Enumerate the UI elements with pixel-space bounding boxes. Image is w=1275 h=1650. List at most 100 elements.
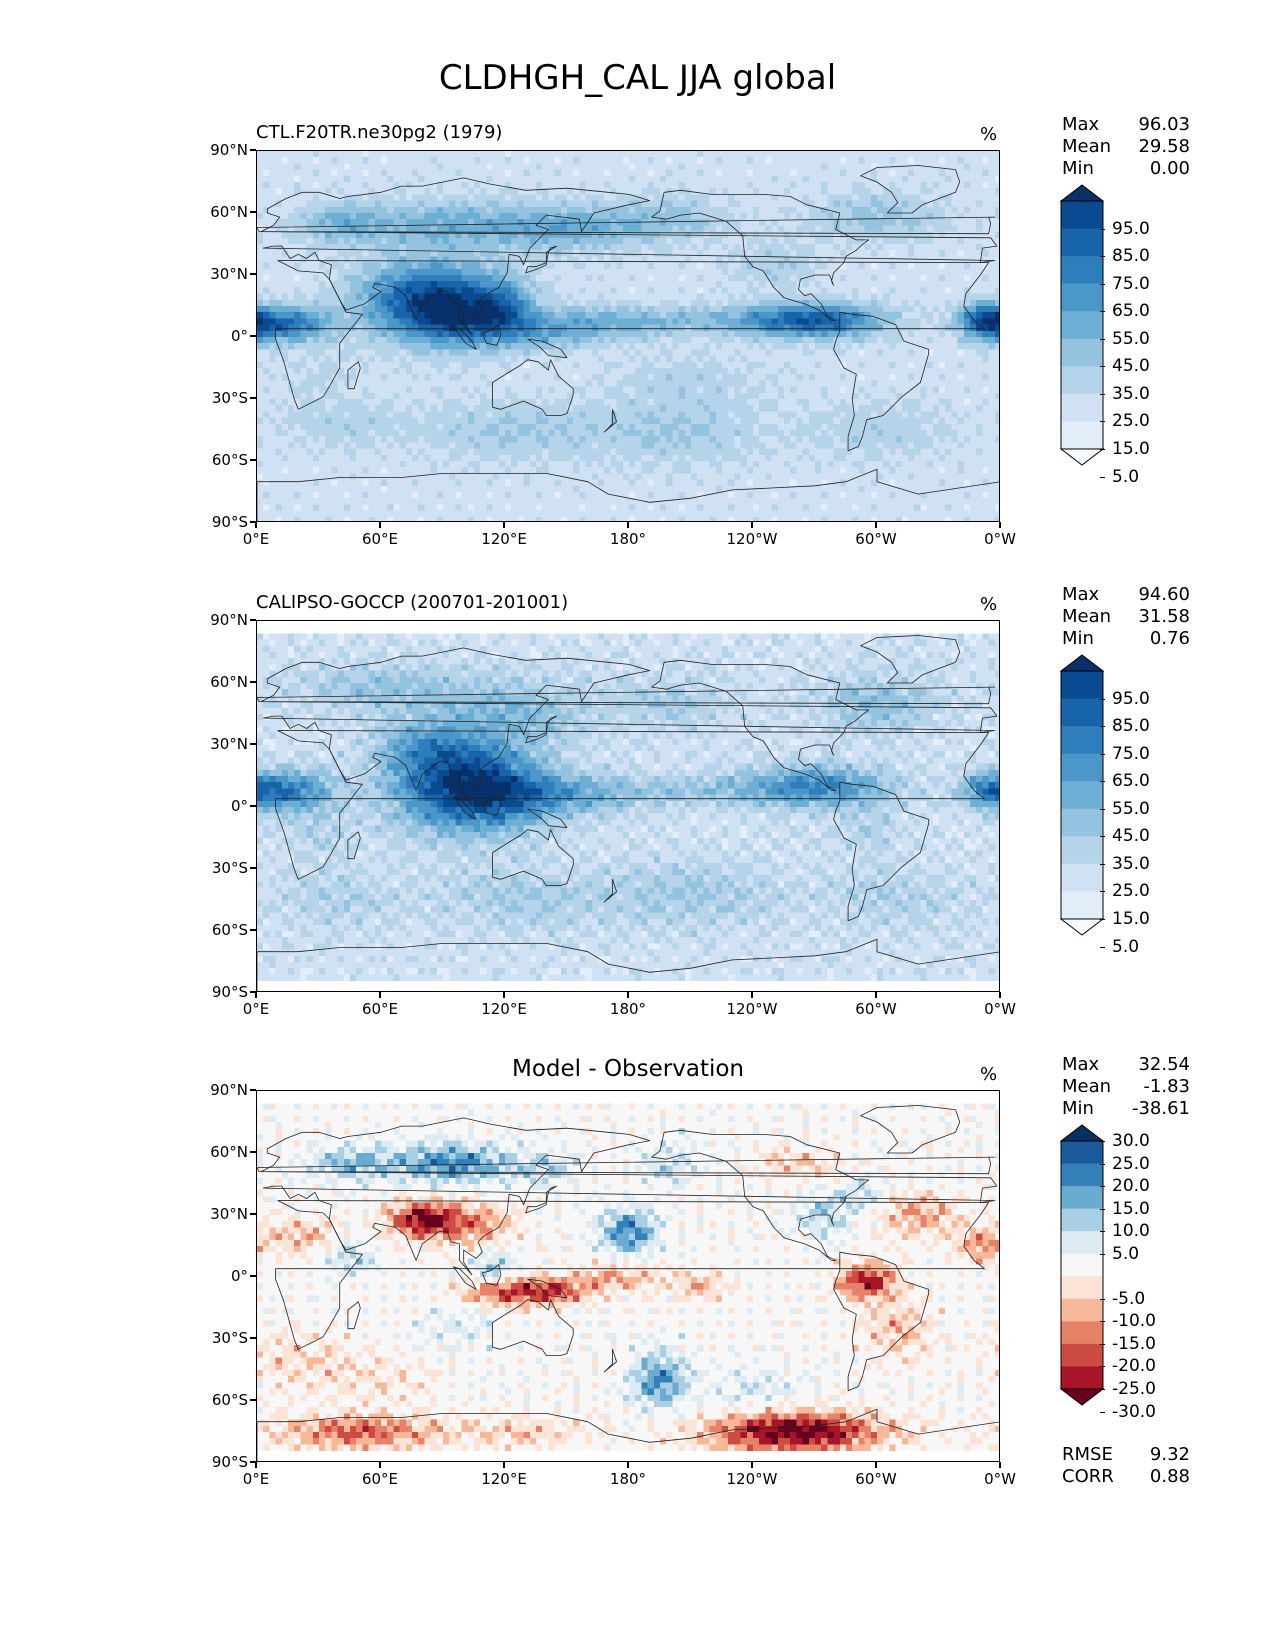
lat-tick (250, 149, 256, 151)
lat-label: 0° (186, 327, 248, 345)
colorbar-label: 15.0 (1112, 1199, 1150, 1219)
stats-box: Max 94.60 Mean 31.58 Min 0.76 (1062, 584, 1190, 650)
colorbar-segment (1061, 863, 1103, 892)
lon-label: 60°E (340, 530, 420, 548)
colorbar-tick (1100, 919, 1105, 920)
units-label: % (980, 594, 997, 615)
lat-label: 60°N (186, 1143, 248, 1161)
colorbar-label: 65.0 (1112, 771, 1150, 791)
coastline (257, 1408, 999, 1461)
lat-label: 0° (186, 797, 248, 815)
lat-tick (250, 805, 256, 807)
lat-tick (250, 1399, 256, 1401)
coastline (651, 659, 870, 791)
coastline (481, 324, 502, 346)
colorbar-segment (1061, 891, 1103, 920)
colorbar-tick (1100, 1343, 1105, 1345)
colorbar-tick (1100, 1141, 1105, 1142)
lat-tick (250, 521, 256, 523)
lon-tick (999, 1462, 1001, 1468)
colorbar-extend-bottom (1060, 448, 1104, 466)
colorbar-segment (1061, 1141, 1103, 1165)
diff-map-svg (257, 1091, 999, 1461)
colorbar-tick (1100, 366, 1105, 368)
panel-title: Model - Observation (256, 1056, 1000, 1082)
coastline (527, 808, 568, 829)
colorbar-tick (1100, 836, 1105, 838)
obs-map-svg (257, 621, 999, 991)
coastline (257, 938, 999, 991)
lon-tick (875, 992, 877, 998)
colorbar (1060, 184, 1104, 466)
colorbar-tick (1100, 1366, 1105, 1368)
coastline (347, 831, 361, 860)
lon-label: 60°W (836, 530, 916, 548)
stat-value: 0.76 (1150, 628, 1190, 650)
lat-label: 90°N (186, 141, 248, 159)
lon-tick (255, 522, 257, 528)
colorbar-extend-top (1060, 184, 1104, 202)
units-label: % (980, 1064, 997, 1085)
lon-tick (379, 992, 381, 998)
colorbar-tick (1100, 891, 1105, 893)
lon-label: 180° (588, 1470, 668, 1488)
colorbar-segment (1061, 1366, 1103, 1390)
stat-label: Max (1062, 1054, 1099, 1076)
colorbar-tick (1100, 753, 1105, 755)
coastline (347, 361, 361, 390)
coastline (492, 1299, 574, 1356)
stat-value: -1.83 (1143, 1076, 1190, 1098)
lon-label: 0°W (960, 1000, 1040, 1018)
stat-label: Mean (1062, 136, 1111, 158)
coastline (651, 189, 870, 321)
colorbar-tick (1100, 1163, 1105, 1165)
coastline (260, 647, 998, 806)
lat-label: 30°S (186, 389, 248, 407)
colorbar-segment (1061, 338, 1103, 367)
lon-tick (751, 992, 753, 998)
lon-label: 0°E (216, 530, 296, 548)
colorbar-tick (1100, 393, 1105, 395)
diff-map (256, 1090, 1000, 1462)
stat-label: Max (1062, 114, 1099, 136)
colorbar-label: 65.0 (1112, 301, 1150, 321)
colorbar-label: 5.0 (1112, 1244, 1139, 1264)
colorbar (1060, 1124, 1104, 1406)
coastline (492, 829, 574, 886)
coastline (525, 715, 558, 744)
lat-label: 60°S (186, 451, 248, 469)
stat-label: Min (1062, 158, 1094, 180)
lat-label: 90°S (186, 513, 248, 531)
metric-label: CORR (1062, 1466, 1114, 1488)
lon-label: 60°W (836, 1470, 916, 1488)
coastline (257, 686, 996, 705)
colorbar-label: 25.0 (1112, 411, 1150, 431)
lon-label: 0°W (960, 1470, 1040, 1488)
colorbar-tick (1100, 338, 1105, 340)
lon-label: 60°E (340, 1000, 420, 1018)
colorbar-label: -30.0 (1112, 1402, 1156, 1422)
coastline (603, 1348, 618, 1373)
coastline (257, 216, 996, 235)
lon-label: 120°W (712, 1470, 792, 1488)
lat-label: 90°S (186, 983, 248, 1001)
lon-tick (999, 522, 1001, 528)
lon-tick (999, 992, 1001, 998)
lon-label: 0°E (216, 1000, 296, 1018)
obs-map (256, 620, 1000, 992)
panel-title: CALIPSO-GOCCP (200701-201001) (256, 592, 568, 613)
colorbar-label: 85.0 (1112, 716, 1150, 736)
colorbar-segment (1061, 1163, 1103, 1187)
lon-label: 60°E (340, 1470, 420, 1488)
colorbar-label: -10.0 (1112, 1311, 1156, 1331)
coastline (603, 408, 618, 433)
colorbar-segment (1061, 1253, 1103, 1277)
lon-tick (751, 1462, 753, 1468)
model-map (256, 150, 1000, 522)
colorbar-tick (1100, 726, 1105, 728)
colorbar-label: 15.0 (1112, 439, 1150, 459)
lon-tick (875, 522, 877, 528)
stats-box: Max 32.54 Mean -1.83 Min -38.61 (1062, 1054, 1190, 1120)
lon-label: 0°W (960, 530, 1040, 548)
colorbar-tick (1100, 946, 1105, 948)
